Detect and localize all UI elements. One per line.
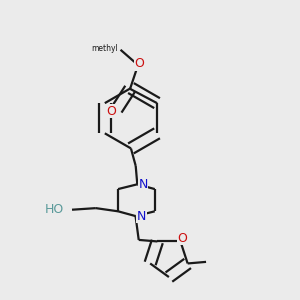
Text: O: O	[135, 57, 145, 70]
Text: N: N	[136, 210, 146, 223]
Text: O: O	[106, 105, 116, 118]
Text: methyl: methyl	[91, 44, 118, 53]
Text: O: O	[177, 232, 187, 245]
Text: N: N	[138, 178, 148, 191]
Text: HO: HO	[45, 202, 64, 216]
